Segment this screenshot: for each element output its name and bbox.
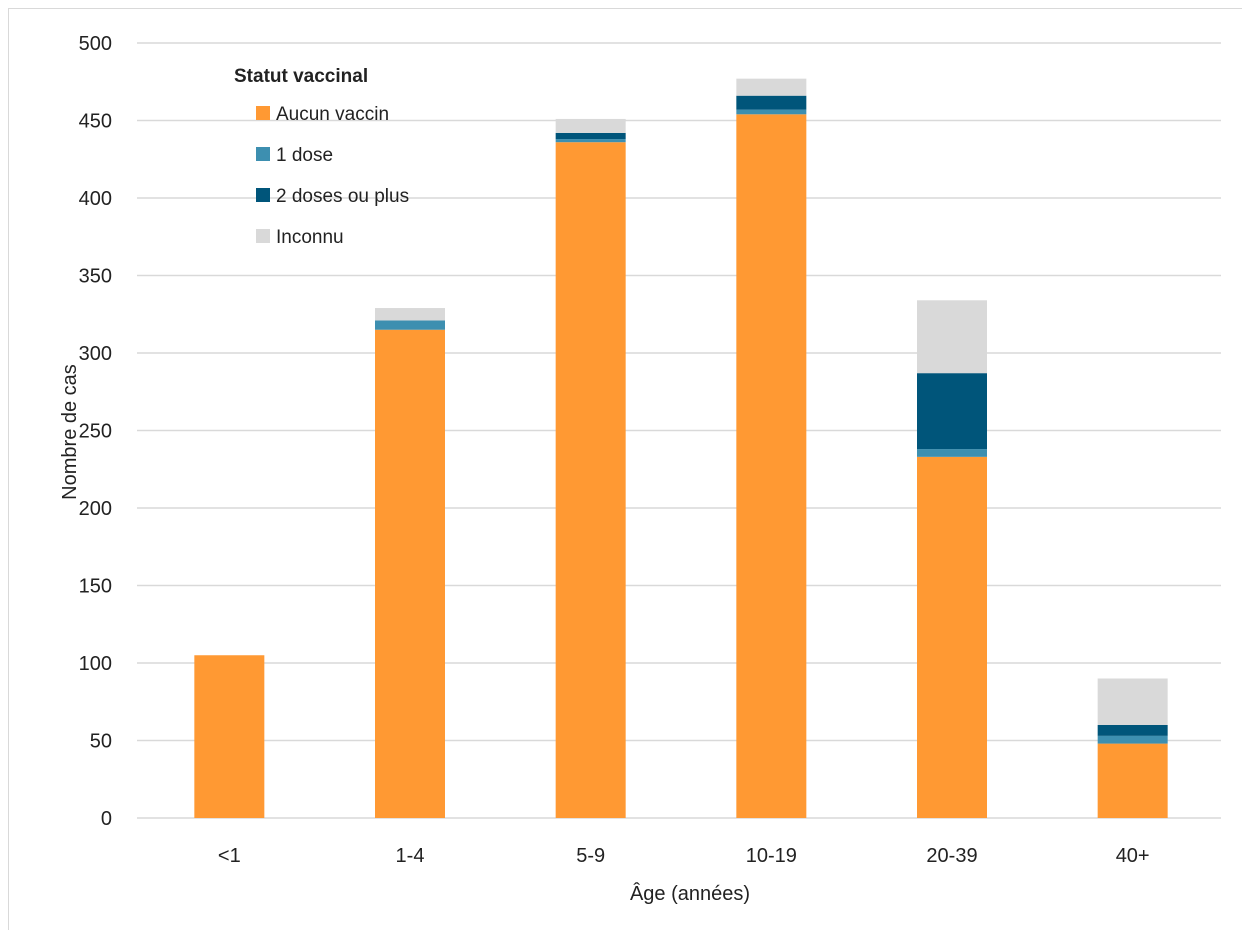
bar-segment bbox=[736, 78, 807, 96]
bar-segment bbox=[917, 456, 987, 818]
bar-segment bbox=[1097, 743, 1168, 818]
y-axis-label: Nombre de cas bbox=[59, 364, 81, 500]
bar-segment bbox=[736, 114, 807, 819]
bar-segment bbox=[555, 118, 626, 133]
legend-swatch bbox=[256, 106, 270, 120]
bar-segment bbox=[1097, 735, 1168, 744]
legend-swatch bbox=[256, 229, 270, 243]
y-tick-label: 400 bbox=[79, 188, 112, 210]
x-tick-label: 20-39 bbox=[926, 845, 977, 867]
x-tick-label: 10-19 bbox=[746, 845, 797, 867]
bars bbox=[194, 78, 1168, 819]
chart-frame bbox=[8, 8, 1242, 930]
bar-segment bbox=[375, 308, 445, 321]
y-tick-label: 500 bbox=[79, 33, 112, 55]
x-tick-label: 5-9 bbox=[576, 845, 605, 867]
y-tick-label: 300 bbox=[79, 343, 112, 365]
bar-segment bbox=[375, 320, 445, 330]
bar-segment bbox=[917, 449, 987, 457]
bar-segment bbox=[555, 139, 626, 143]
legend-label: Inconnu bbox=[276, 227, 344, 248]
legend-label: Aucun vaccin bbox=[276, 104, 389, 125]
bar-segment bbox=[555, 132, 626, 140]
legend: Statut vaccinal Aucun vaccin 1 dose 2 dose… bbox=[234, 66, 409, 248]
x-axis-label: Âge (années) bbox=[630, 882, 750, 905]
legend-swatch bbox=[256, 147, 270, 161]
bar-segment bbox=[736, 95, 807, 110]
x-tick-label: 1-4 bbox=[396, 845, 425, 867]
x-tick-label: <1 bbox=[218, 845, 241, 867]
bar-segment bbox=[917, 300, 987, 374]
y-tick-label: 350 bbox=[79, 266, 112, 288]
legend-label: 1 dose bbox=[276, 145, 333, 166]
legend-title: Statut vaccinal bbox=[234, 66, 368, 87]
y-tick-label: 450 bbox=[79, 111, 112, 133]
legend-items: Aucun vaccin 1 dose 2 doses ou plus Inconnu bbox=[256, 104, 409, 248]
y-axis-ticks: 0 50 100 150 200 250 300 350 400 450 500 bbox=[79, 33, 112, 830]
y-tick-label: 200 bbox=[79, 498, 112, 520]
y-tick-label: 0 bbox=[101, 808, 112, 830]
x-axis-ticks: <1 1-4 5-9 10-19 20-39 40+ bbox=[218, 845, 1150, 867]
y-tick-label: 50 bbox=[90, 731, 112, 753]
y-tick-label: 250 bbox=[79, 421, 112, 443]
bar-segment bbox=[736, 109, 807, 115]
y-tick-label: 150 bbox=[79, 576, 112, 598]
x-tick-label: 40+ bbox=[1116, 845, 1150, 867]
bar-segment bbox=[555, 142, 626, 818]
bar-segment bbox=[1097, 678, 1168, 725]
bar-segment bbox=[1097, 725, 1168, 736]
bar-segment bbox=[375, 329, 445, 818]
gridlines bbox=[137, 42, 1221, 819]
y-tick-label: 100 bbox=[79, 653, 112, 675]
legend-label: 2 doses ou plus bbox=[276, 186, 409, 207]
legend-swatch bbox=[256, 188, 270, 202]
bar-segment bbox=[917, 373, 987, 450]
bar-segment bbox=[194, 655, 265, 818]
